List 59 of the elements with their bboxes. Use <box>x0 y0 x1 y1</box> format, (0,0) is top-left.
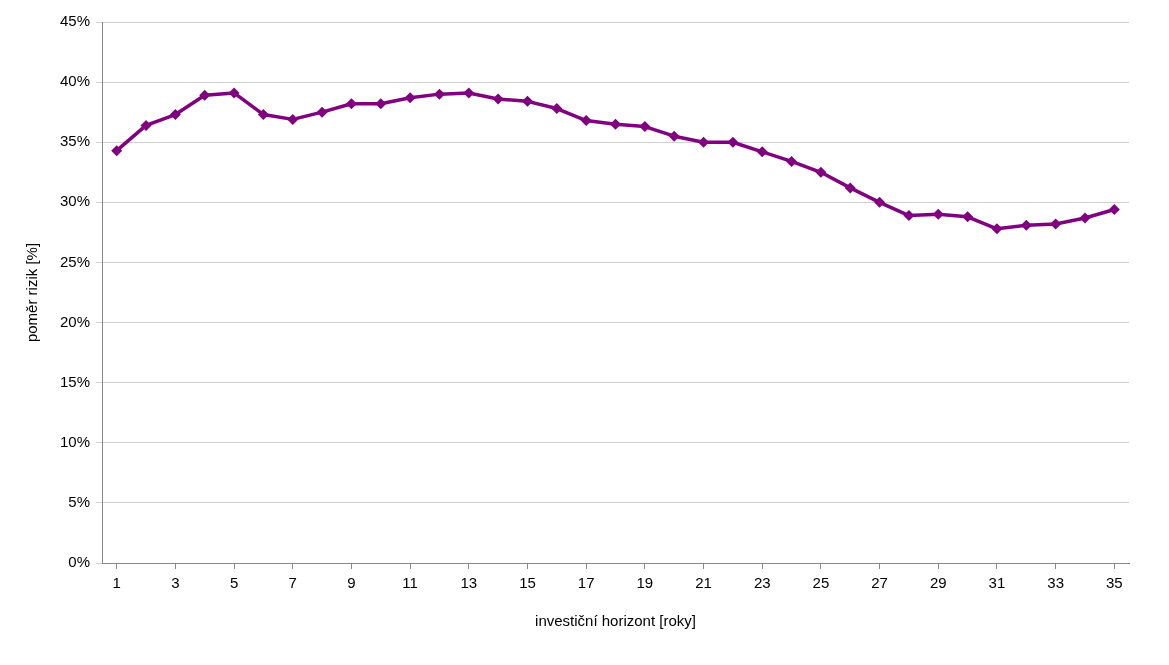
point <box>639 121 651 133</box>
y-tick-label: 45% <box>59 12 91 30</box>
x-tick-label: 13 <box>460 574 478 592</box>
point <box>140 119 152 131</box>
x-tick-label: 7 <box>288 574 297 592</box>
point <box>111 145 123 157</box>
y-tick-label: 10% <box>59 432 91 450</box>
y-tick-label: 30% <box>59 192 91 210</box>
point <box>404 92 416 104</box>
point <box>551 103 563 115</box>
x-tick-label: 29 <box>929 574 947 592</box>
point <box>375 98 387 110</box>
point <box>1050 218 1062 230</box>
x-tick-label: 33 <box>1047 574 1064 592</box>
point <box>345 98 357 110</box>
point <box>287 113 299 125</box>
x-tick-label: 9 <box>347 574 356 592</box>
point <box>756 146 768 158</box>
point <box>463 87 475 99</box>
point <box>1108 204 1120 216</box>
x-tick-label: 5 <box>229 574 239 592</box>
x-tick-label: 25 <box>812 574 830 592</box>
x-tick-label: 35 <box>1105 574 1123 592</box>
point <box>316 106 328 118</box>
point <box>962 211 974 223</box>
x-tick-label: 21 <box>695 574 712 592</box>
x-tick-label: 15 <box>519 574 536 592</box>
point <box>199 89 211 101</box>
x-tick-label: 23 <box>753 574 771 592</box>
x-tick-label: 31 <box>988 574 1006 592</box>
y-tick-label: 40% <box>59 72 91 90</box>
x-tick-label: 11 <box>402 574 418 592</box>
point <box>727 136 739 148</box>
point <box>169 109 181 121</box>
point <box>433 88 445 100</box>
point <box>492 93 504 105</box>
x-tick-label: 1 <box>112 574 121 592</box>
y-tick-label: 25% <box>59 252 91 270</box>
x-tick-label: 3 <box>171 574 180 592</box>
point <box>844 182 856 194</box>
point <box>815 166 827 178</box>
y-axis-title: poměr rizik [%] <box>23 242 41 343</box>
y-tick-label: 20% <box>59 312 91 330</box>
y-tick-label: 0% <box>68 553 91 571</box>
point <box>1079 212 1091 224</box>
point <box>668 130 680 142</box>
x-tick-label: 17 <box>577 574 595 592</box>
point <box>786 155 798 167</box>
point <box>257 109 269 121</box>
x-tick-label: 27 <box>871 574 888 592</box>
y-tick-label: 15% <box>59 372 91 390</box>
x-tick-label: 19 <box>636 574 654 592</box>
y-tick-label: 5% <box>68 493 91 511</box>
x-axis-title: investiční horizont [roky] <box>535 612 696 630</box>
point <box>1020 219 1032 231</box>
y-tick-label: 35% <box>59 132 91 150</box>
point <box>874 196 886 208</box>
point <box>580 115 592 127</box>
point <box>228 87 240 99</box>
